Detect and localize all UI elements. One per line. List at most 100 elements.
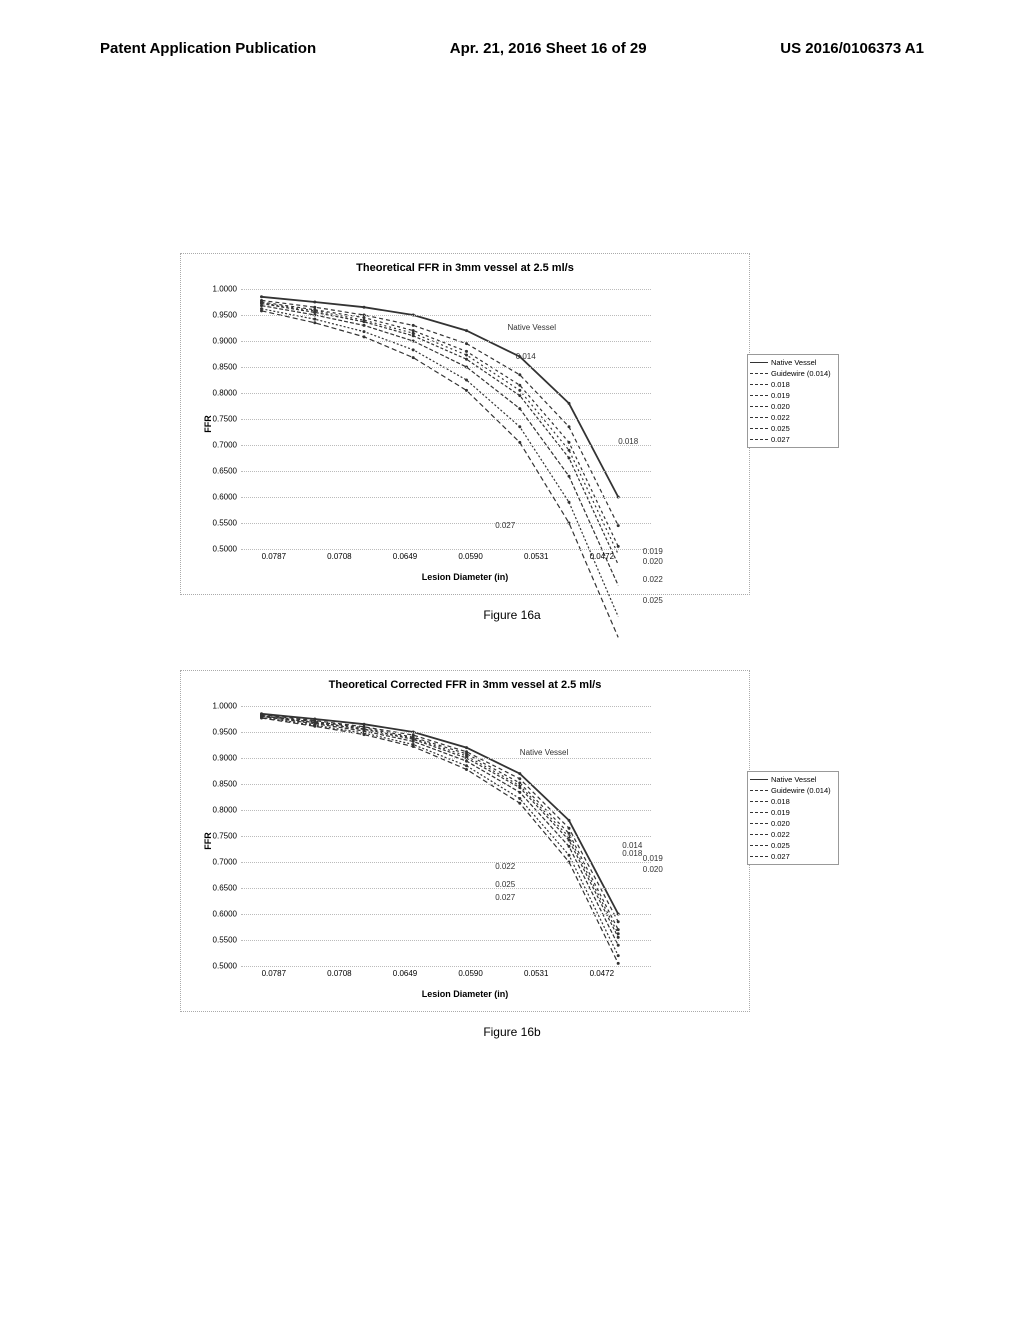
legend-line-icon bbox=[750, 801, 768, 802]
gridline bbox=[241, 419, 651, 420]
legend-label: 0.022 bbox=[771, 830, 790, 839]
ytick-label: 1.0000 bbox=[213, 702, 237, 711]
chart-a-xlabel: Lesion Diameter (in) bbox=[422, 572, 509, 582]
annotation: 0.020 bbox=[643, 865, 663, 874]
gridline bbox=[241, 940, 651, 941]
gridline bbox=[241, 523, 651, 524]
gridline bbox=[241, 393, 651, 394]
legend-item: 0.027 bbox=[750, 434, 836, 445]
legend-line-icon bbox=[750, 395, 768, 396]
legend-label: 0.025 bbox=[771, 424, 790, 433]
chart-a-container: Theoretical FFR in 3mm vessel at 2.5 ml/… bbox=[180, 253, 750, 595]
ytick-label: 0.5500 bbox=[213, 936, 237, 945]
ytick-label: 0.5000 bbox=[213, 545, 237, 554]
series-g027 bbox=[262, 311, 619, 638]
legend-line-icon bbox=[750, 362, 768, 363]
gridline bbox=[241, 966, 651, 967]
annotation: 0.018 bbox=[622, 849, 642, 858]
legend-line-icon bbox=[750, 845, 768, 846]
ytick-label: 0.9500 bbox=[213, 728, 237, 737]
legend-item: 0.025 bbox=[750, 423, 836, 434]
caption-a: Figure 16a bbox=[483, 608, 540, 622]
ytick-label: 1.0000 bbox=[213, 285, 237, 294]
legend-label: 0.020 bbox=[771, 819, 790, 828]
legend-label: 0.022 bbox=[771, 413, 790, 422]
legend-item: 0.019 bbox=[750, 390, 836, 401]
xtick-label: 0.0787 bbox=[262, 969, 286, 978]
gridline bbox=[241, 914, 651, 915]
legend-line-icon bbox=[750, 856, 768, 857]
gridline bbox=[241, 289, 651, 290]
legend-item: 0.025 bbox=[750, 840, 836, 851]
gridline bbox=[241, 445, 651, 446]
ytick-label: 0.8500 bbox=[213, 363, 237, 372]
ytick-label: 0.8000 bbox=[213, 389, 237, 398]
legend-item: Guidewire (0.014) bbox=[750, 368, 836, 379]
gridline bbox=[241, 732, 651, 733]
legend-item: 0.020 bbox=[750, 818, 836, 829]
legend-item: 0.022 bbox=[750, 412, 836, 423]
legend-item: 0.019 bbox=[750, 807, 836, 818]
legend-line-icon bbox=[750, 779, 768, 780]
caption-b: Figure 16b bbox=[483, 1025, 540, 1039]
legend-line-icon bbox=[750, 439, 768, 440]
annotation: 0.019 bbox=[643, 547, 663, 556]
xtick-label: 0.0472 bbox=[590, 552, 614, 561]
legend-line-icon bbox=[750, 823, 768, 824]
xtick-label: 0.0531 bbox=[524, 552, 548, 561]
legend-item: 0.027 bbox=[750, 851, 836, 862]
legend-item: Native Vessel bbox=[750, 357, 836, 368]
series-g025 bbox=[262, 309, 619, 617]
legend-item: 0.018 bbox=[750, 379, 836, 390]
xtick-label: 0.0787 bbox=[262, 552, 286, 561]
gridline bbox=[241, 810, 651, 811]
gridline bbox=[241, 836, 651, 837]
legend-item: 0.018 bbox=[750, 796, 836, 807]
header-left: Patent Application Publication bbox=[100, 40, 316, 57]
ytick-label: 0.7500 bbox=[213, 832, 237, 841]
annotation: 0.020 bbox=[643, 557, 663, 566]
series-g014 bbox=[262, 300, 619, 525]
annotation: 0.027 bbox=[495, 893, 515, 902]
chart-b-xlabel: Lesion Diameter (in) bbox=[422, 989, 509, 999]
xtick-label: 0.0531 bbox=[524, 969, 548, 978]
ytick-label: 0.5000 bbox=[213, 962, 237, 971]
annotation: Native Vessel bbox=[520, 748, 568, 757]
ytick-label: 0.9000 bbox=[213, 337, 237, 346]
legend-item: Native Vessel bbox=[750, 774, 836, 785]
series-g020 bbox=[262, 304, 619, 565]
header-center: Apr. 21, 2016 Sheet 16 of 29 bbox=[450, 40, 647, 57]
annotation: 0.025 bbox=[643, 596, 663, 605]
ytick-label: 0.8500 bbox=[213, 780, 237, 789]
legend-label: 0.020 bbox=[771, 402, 790, 411]
xtick-label: 0.0590 bbox=[458, 969, 482, 978]
legend-line-icon bbox=[750, 790, 768, 791]
chart-b-plot: 1.00000.95000.90000.85000.80000.75000.70… bbox=[241, 706, 651, 966]
ytick-label: 0.8000 bbox=[213, 806, 237, 815]
legend-item: 0.020 bbox=[750, 401, 836, 412]
legend-item: 0.022 bbox=[750, 829, 836, 840]
chart-b-container: Theoretical Corrected FFR in 3mm vessel … bbox=[180, 670, 750, 1012]
annotation: 0.019 bbox=[643, 854, 663, 863]
annotation: 0.022 bbox=[643, 575, 663, 584]
legend-line-icon bbox=[750, 384, 768, 385]
xtick-label: 0.0590 bbox=[458, 552, 482, 561]
xtick-label: 0.0708 bbox=[327, 552, 351, 561]
gridline bbox=[241, 888, 651, 889]
ytick-label: 0.7000 bbox=[213, 858, 237, 867]
legend-label: Guidewire (0.014) bbox=[771, 786, 831, 795]
legend-label: 0.027 bbox=[771, 852, 790, 861]
annotation: 0.014 bbox=[516, 352, 536, 361]
annotation: Native Vessel bbox=[508, 323, 556, 332]
legend-item: Guidewire (0.014) bbox=[750, 785, 836, 796]
ytick-label: 0.9500 bbox=[213, 311, 237, 320]
annotation: 0.025 bbox=[495, 880, 515, 889]
legend-label: Guidewire (0.014) bbox=[771, 369, 831, 378]
gridline bbox=[241, 706, 651, 707]
gridline bbox=[241, 862, 651, 863]
legend-label: 0.019 bbox=[771, 808, 790, 817]
chart-a-legend: Native VesselGuidewire (0.014)0.0180.019… bbox=[747, 354, 839, 448]
chart-a-ylabel: FFR bbox=[203, 415, 213, 433]
ytick-label: 0.6000 bbox=[213, 493, 237, 502]
ytick-label: 0.7500 bbox=[213, 415, 237, 424]
